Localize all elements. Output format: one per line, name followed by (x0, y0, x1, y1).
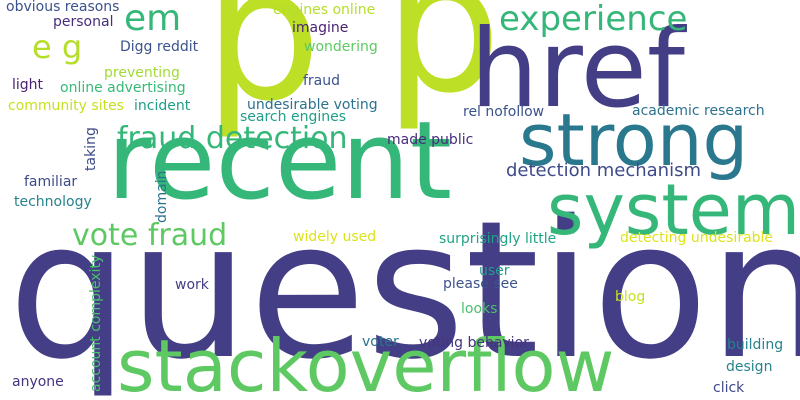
word-voting-behavior: voting behavior (419, 335, 529, 351)
word-experience: experience (499, 0, 688, 39)
word-community-sites: community sites (8, 98, 124, 114)
word-work: work (175, 277, 209, 293)
word-href: href (470, 7, 685, 132)
word-taking: taking (83, 127, 99, 171)
word-e-g: e g (32, 28, 83, 66)
word-user: user (479, 263, 510, 279)
word-detection-mechanism: detection mechanism (506, 160, 701, 181)
word-stackoverflow: stackoverflow (117, 324, 615, 400)
word-detecting-undesirable: detecting undesirable (620, 230, 774, 246)
word-vote-fraud: vote fraud (72, 218, 228, 253)
word-fraud: fraud (303, 73, 341, 89)
word-personal: personal (53, 14, 114, 30)
word-em: em (124, 0, 182, 39)
word-technology: technology (14, 194, 92, 210)
word-surprisingly-little: surprisingly little (439, 231, 557, 247)
word-p-first: p (204, 0, 322, 142)
word-p-second: p (384, 0, 502, 134)
word-click: click (713, 380, 745, 396)
word-widely-used: widely used (293, 229, 377, 245)
word-wondering: wondering (304, 39, 378, 55)
word-anyone: anyone (12, 374, 64, 390)
word-imagine: imagine (292, 20, 349, 36)
word-design: design (726, 359, 773, 375)
word-undesirable-voting: undesirable voting (247, 97, 378, 113)
word-building: building (727, 337, 784, 353)
word-academic-research: academic research (632, 103, 765, 119)
word-strong: strong (519, 98, 749, 182)
word-looks: looks (461, 301, 498, 317)
word-preventing: preventing (104, 65, 180, 81)
word-incident: incident (134, 98, 191, 114)
word-domain: domain (154, 170, 170, 223)
word-engines-online: engines online (273, 2, 376, 18)
word-digg-reddit: Digg reddit (120, 39, 199, 55)
word-account-complexity: account complexity (88, 254, 104, 392)
word-voter: voter (362, 334, 399, 350)
word-fraud-detection: fraud detection (117, 121, 348, 156)
word-system: system (547, 169, 800, 251)
word-blog: blog (615, 289, 646, 305)
word-obvious-reasons: obvious reasons (6, 0, 120, 15)
word-recent: recent (107, 99, 453, 224)
word-rel-nofollow: rel nofollow (463, 104, 545, 120)
word-search-engines: search engines (240, 109, 346, 125)
word-light: light (12, 77, 44, 93)
word-please-see: please see (443, 276, 518, 292)
word-made-public: made public (387, 132, 474, 148)
word-online-advertising: online advertising (60, 80, 186, 96)
word-question: question (8, 180, 800, 400)
word-familiar: familiar (24, 174, 78, 190)
